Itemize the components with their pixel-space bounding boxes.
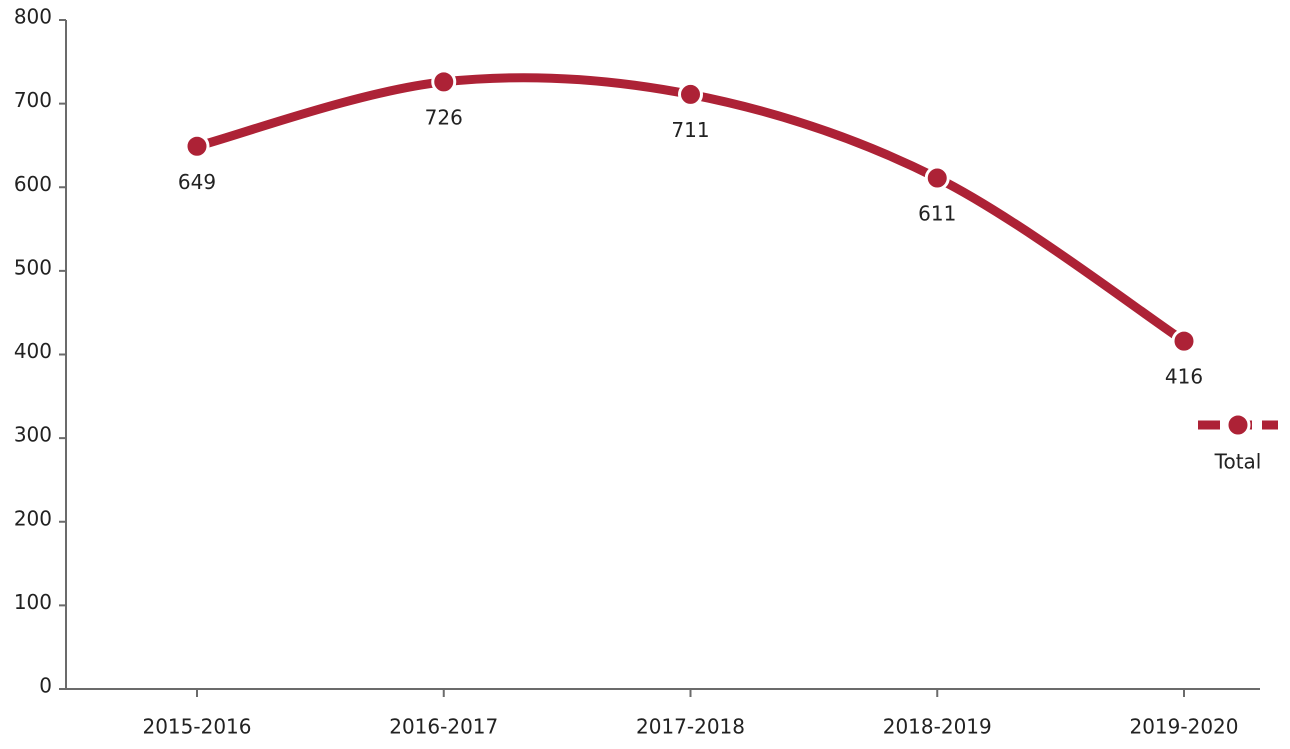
y-tick-label: 600 [14, 172, 52, 196]
x-tick-label: 2015-2016 [142, 715, 251, 739]
data-label: 649 [178, 170, 216, 194]
point-marker [431, 69, 457, 95]
y-tick-label: 0 [39, 674, 52, 698]
x-tick-label: 2016-2017 [389, 715, 498, 739]
data-label: 416 [1165, 365, 1203, 389]
y-tick-label: 500 [14, 255, 52, 279]
point-marker [1171, 328, 1197, 354]
y-tick-label: 300 [14, 423, 52, 447]
y-tick-label: 400 [14, 339, 52, 363]
data-label: 726 [425, 105, 463, 129]
point-marker [184, 133, 210, 159]
x-tick-label: 2019-2020 [1129, 715, 1238, 739]
x-tick-label: 2017-2018 [636, 715, 745, 739]
data-label: 711 [671, 118, 709, 142]
y-tick-label: 100 [14, 590, 52, 614]
y-tick-label: 700 [14, 88, 52, 112]
data-label: 611 [918, 202, 956, 226]
legend-label: Total [1214, 450, 1262, 474]
point-marker [678, 81, 703, 107]
point-marker [924, 165, 950, 191]
x-tick-label: 2018-2019 [883, 715, 992, 739]
y-tick-label: 800 [14, 5, 52, 29]
legend-marker [1225, 412, 1251, 438]
y-tick-label: 200 [14, 506, 52, 530]
